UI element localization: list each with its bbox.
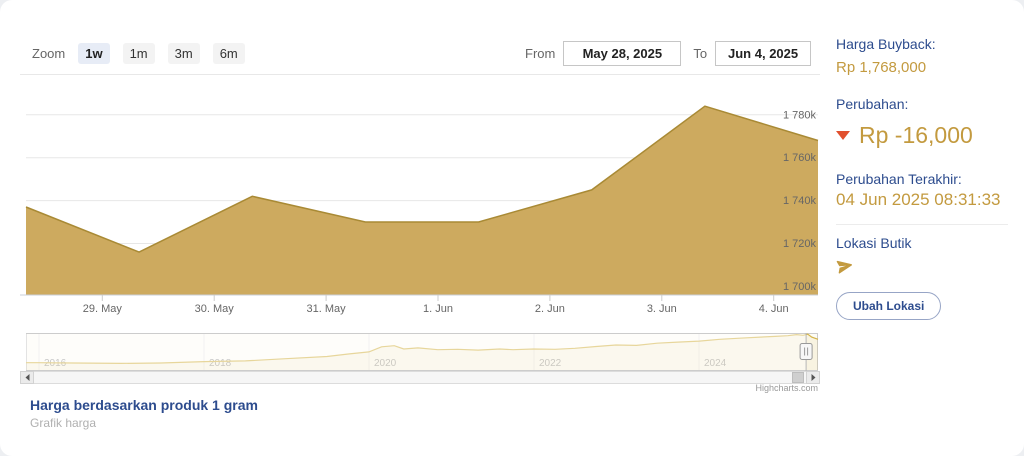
navigator-year-label: 2024 bbox=[704, 358, 727, 369]
navigator-year-label: 2022 bbox=[539, 358, 562, 369]
scrollbar-right-arrow-button[interactable] bbox=[806, 371, 820, 384]
navigator-area-fill bbox=[26, 334, 818, 370]
zoom-button-3m[interactable]: 3m bbox=[167, 43, 200, 64]
change-label: Perubahan: bbox=[836, 96, 909, 112]
navigator-year-label: 2020 bbox=[374, 358, 397, 369]
y-tick-label: 1 740k bbox=[783, 195, 817, 207]
navigator-svg[interactable]: 2016 2018 2020 2022 2024 bbox=[0, 333, 824, 373]
navigator-year-label: 2016 bbox=[44, 358, 67, 369]
area-series-fill bbox=[26, 106, 818, 295]
zoom-label: Zoom bbox=[32, 46, 66, 61]
navigator-series-line bbox=[26, 333, 819, 365]
main-chart-svg[interactable]: 29. May 30. May 31. May 1. Jun 2. Jun 3. Jun 4… bbox=[0, 74, 824, 320]
change-value: Rp -16,000 bbox=[859, 122, 973, 148]
sidebar-divider bbox=[836, 224, 1008, 225]
change-row: Rp -16,000 bbox=[836, 122, 1008, 149]
change-location-button[interactable]: Ubah Lokasi bbox=[836, 292, 942, 320]
x-tick-label: 1. Jun bbox=[423, 303, 453, 315]
zoom-button-1m[interactable]: 1m bbox=[122, 43, 155, 64]
from-date-input[interactable] bbox=[563, 41, 682, 66]
chart-footer: Harga berdasarkan produk 1 gram Grafik h… bbox=[30, 397, 258, 430]
navigator-handle[interactable] bbox=[799, 343, 813, 360]
chart-subtitle: Grafik harga bbox=[30, 416, 97, 430]
x-tick-label: 29. May bbox=[83, 303, 123, 315]
y-tick-label: 1 720k bbox=[783, 238, 817, 250]
date-range-toolbar: From To bbox=[525, 41, 825, 66]
arrow-left-icon bbox=[25, 374, 29, 381]
buyback-label: Harga Buyback: bbox=[836, 36, 936, 52]
price-down-triangle-icon bbox=[836, 131, 850, 140]
y-tick-label: 1 780k bbox=[783, 109, 817, 121]
arrow-right-icon bbox=[811, 374, 815, 381]
last-change-label: Perubahan Terakhir: bbox=[836, 171, 962, 187]
to-date-input[interactable] bbox=[715, 41, 812, 66]
to-label: To bbox=[693, 46, 708, 61]
last-change-value: 04 Jun 2025 08:31:33 bbox=[836, 190, 1001, 209]
navigator-outline bbox=[26, 333, 818, 371]
scrollbar-thumb[interactable] bbox=[792, 372, 804, 383]
zoom-toolbar: Zoom 1w 1m 3m 6m bbox=[32, 43, 245, 64]
product-title: Harga berdasarkan produk 1 gram bbox=[30, 397, 258, 413]
buyback-value: Rp 1,768,000 bbox=[836, 59, 927, 76]
navigator-handle-grip[interactable] bbox=[799, 343, 813, 360]
navigator-mask[interactable] bbox=[26, 334, 807, 370]
location-label: Lokasi Butik bbox=[836, 235, 912, 251]
x-tick-label: 2. Jun bbox=[535, 303, 565, 315]
x-tick-label: 4. Jun bbox=[759, 303, 789, 315]
x-tick-label: 3. Jun bbox=[647, 303, 677, 315]
area-series-line bbox=[25, 105, 819, 253]
location-arrow-icon bbox=[836, 257, 1008, 280]
price-info-sidebar: Harga Buyback: Rp 1,768,000 Perubahan: R… bbox=[836, 36, 1008, 320]
zoom-button-6m[interactable]: 6m bbox=[212, 43, 245, 64]
scrollbar-left-arrow-button[interactable] bbox=[20, 371, 34, 384]
highcharts-credits[interactable]: Highcharts.com bbox=[755, 383, 818, 393]
y-tick-label: 1 700k bbox=[783, 281, 817, 293]
y-tick-label: 1 760k bbox=[783, 152, 817, 164]
zoom-button-1w[interactable]: 1w bbox=[78, 43, 110, 64]
x-tick-label: 30. May bbox=[195, 303, 235, 315]
from-label: From bbox=[525, 46, 556, 61]
navigator-year-label: 2018 bbox=[209, 358, 232, 369]
x-tick-label: 31. May bbox=[307, 303, 347, 315]
chart-scrollbar[interactable] bbox=[20, 371, 820, 384]
